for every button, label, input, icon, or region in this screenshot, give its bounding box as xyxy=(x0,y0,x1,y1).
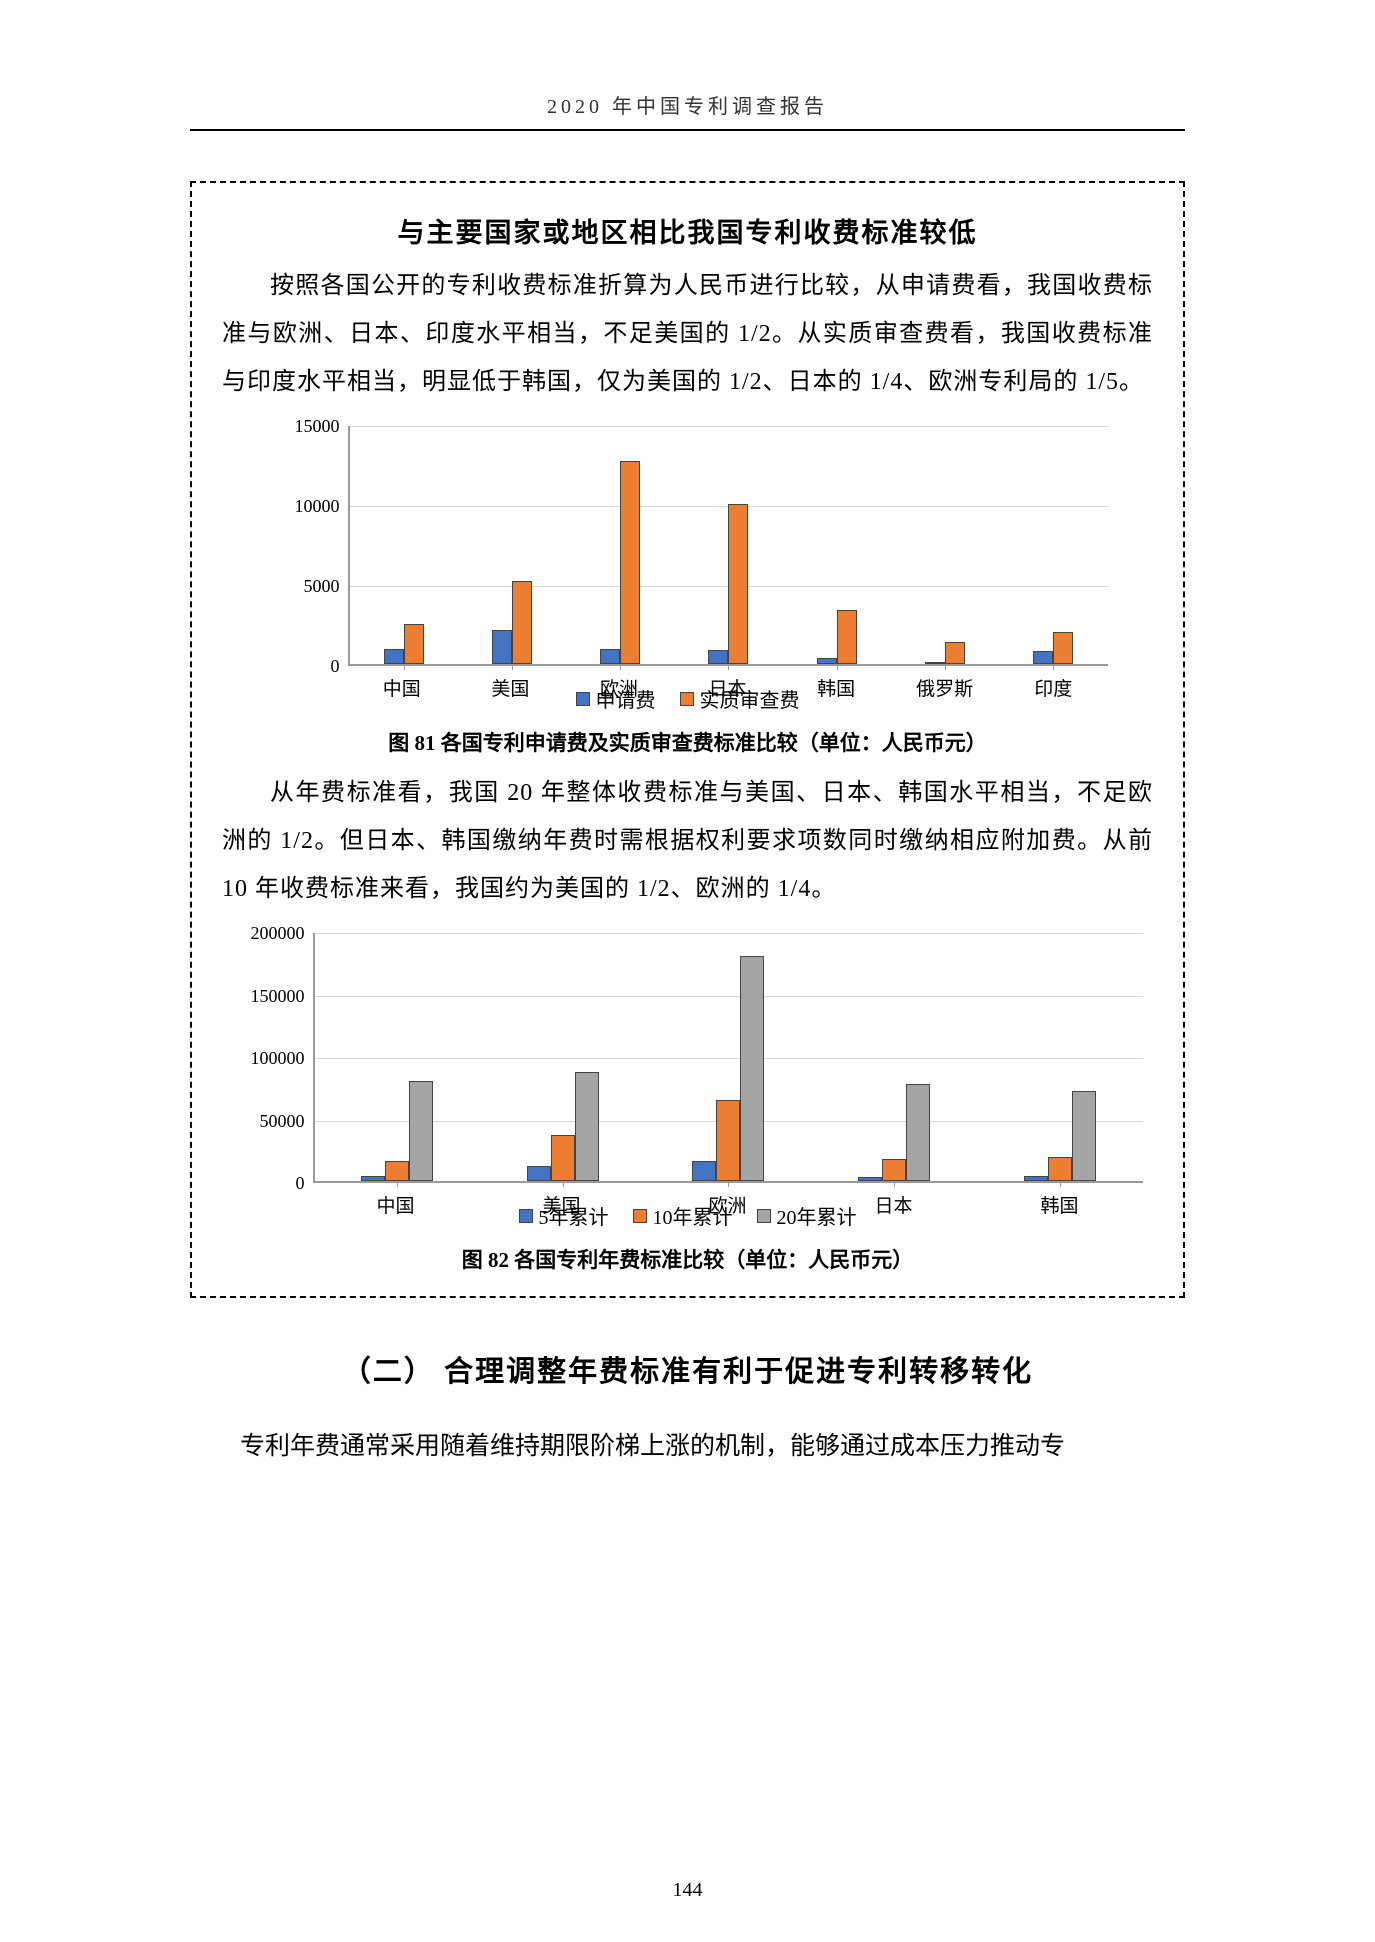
body-para: 专利年费通常采用随着维持期限阶梯上涨的机制，能够通过成本压力推动专 xyxy=(190,1422,1185,1472)
bar-group xyxy=(646,933,812,1181)
x-tick-label: 印度 xyxy=(999,674,1108,701)
x-tick xyxy=(728,664,729,670)
running-head: 2020 年中国专利调查报告 xyxy=(190,90,1185,119)
x-axis: 中国美国欧洲日本韩国俄罗斯印度 xyxy=(348,674,1108,701)
bar-group xyxy=(350,426,458,664)
bar xyxy=(925,662,945,664)
chart-fees: 150001000050000中国美国欧洲日本韩国俄罗斯印度申请费实质审查费 xyxy=(222,426,1153,713)
bar xyxy=(817,658,837,664)
bar xyxy=(600,649,620,664)
bar-groups xyxy=(315,933,1143,1181)
bar xyxy=(1053,632,1073,664)
bar xyxy=(361,1176,385,1181)
x-tick-label: 俄罗斯 xyxy=(890,674,999,701)
y-tick-label: 200000 xyxy=(251,924,305,942)
x-tick xyxy=(1060,1181,1061,1187)
bar-groups xyxy=(350,426,1108,664)
y-tick-label: 10000 xyxy=(295,497,340,515)
bar xyxy=(1024,1176,1048,1181)
plot-area xyxy=(348,426,1108,666)
y-tick-label: 50000 xyxy=(260,1112,305,1130)
section-heading: （二） 合理调整年费标准有利于促进专利转移转化 xyxy=(190,1348,1185,1390)
y-tick-label: 150000 xyxy=(251,987,305,1005)
bar-group xyxy=(783,426,891,664)
bar-group xyxy=(315,933,481,1181)
x-tick xyxy=(728,1181,729,1187)
x-tick-label: 欧洲 xyxy=(565,674,674,701)
y-tick-label: 15000 xyxy=(295,417,340,435)
x-tick xyxy=(894,1181,895,1187)
y-tick-label: 0 xyxy=(296,1174,305,1192)
y-axis: 150001000050000 xyxy=(268,426,348,666)
bar xyxy=(384,649,404,664)
x-tick xyxy=(837,664,838,670)
bar-group xyxy=(891,426,999,664)
x-tick-label: 日本 xyxy=(673,674,782,701)
x-tick-label: 韩国 xyxy=(977,1191,1143,1218)
bar xyxy=(858,1177,882,1181)
bar-group xyxy=(458,426,566,664)
x-tick xyxy=(404,664,405,670)
bar xyxy=(882,1159,906,1182)
head-rule xyxy=(190,129,1185,131)
x-tick-label: 美国 xyxy=(456,674,565,701)
x-tick xyxy=(1053,664,1054,670)
bar xyxy=(620,461,640,664)
box-title: 与主要国家或地区相比我国专利收费标准较低 xyxy=(222,211,1153,250)
bar xyxy=(945,642,965,664)
x-tick xyxy=(512,664,513,670)
x-tick xyxy=(397,1181,398,1187)
bar-group xyxy=(480,933,646,1181)
y-tick-label: 100000 xyxy=(251,1049,305,1067)
x-axis: 中国美国欧洲日本韩国 xyxy=(313,1191,1143,1218)
x-tick xyxy=(620,664,621,670)
y-axis: 200000150000100000500000 xyxy=(233,933,313,1183)
x-tick xyxy=(563,1181,564,1187)
bar xyxy=(708,650,728,664)
bar xyxy=(1033,651,1053,664)
bar-group xyxy=(977,933,1143,1181)
y-tick-label: 0 xyxy=(331,657,340,675)
y-tick-label: 5000 xyxy=(304,577,340,595)
page: 2020 年中国专利调查报告 与主要国家或地区相比我国专利收费标准较低 按照各国… xyxy=(0,0,1375,1942)
bar xyxy=(692,1161,716,1181)
bar xyxy=(728,504,748,664)
bar xyxy=(551,1135,575,1181)
x-tick-label: 韩国 xyxy=(782,674,891,701)
bar xyxy=(492,630,512,664)
x-tick-label: 欧洲 xyxy=(645,1191,811,1218)
bar-group xyxy=(811,933,977,1181)
callout-box: 与主要国家或地区相比我国专利收费标准较低 按照各国公开的专利收费标准折算为人民币… xyxy=(190,181,1185,1298)
box-para-1: 按照各国公开的专利收费标准折算为人民币进行比较，从申请费看，我国收费标准与欧洲、… xyxy=(222,262,1153,406)
bar xyxy=(1048,1157,1072,1181)
chart-annual-fees-caption: 图 82 各国专利年费标准比较（单位：人民币元） xyxy=(222,1244,1153,1274)
bar xyxy=(740,956,764,1181)
box-para-2: 从年费标准看，我国 20 年整体收费标准与美国、日本、韩国水平相当，不足欧洲的 … xyxy=(222,769,1153,913)
bar-group xyxy=(566,426,674,664)
bar xyxy=(385,1161,409,1181)
x-tick xyxy=(945,664,946,670)
bar xyxy=(906,1084,930,1182)
bar xyxy=(837,610,857,664)
plot-area xyxy=(313,933,1143,1183)
x-tick-label: 日本 xyxy=(811,1191,977,1218)
x-tick-label: 美国 xyxy=(479,1191,645,1218)
bar xyxy=(404,624,424,664)
bar xyxy=(409,1081,433,1181)
bar-group xyxy=(999,426,1107,664)
bar xyxy=(575,1072,599,1181)
x-tick-label: 中国 xyxy=(348,674,457,701)
bar-group xyxy=(674,426,782,664)
chart-annual-fees: 200000150000100000500000中国美国欧洲日本韩国5年累计10… xyxy=(222,933,1153,1230)
chart-fees-caption: 图 81 各国专利申请费及实质审查费标准比较（单位：人民币元） xyxy=(222,727,1153,757)
bar xyxy=(512,581,532,664)
x-tick-label: 中国 xyxy=(313,1191,479,1218)
bar xyxy=(716,1100,740,1181)
bar xyxy=(1072,1091,1096,1181)
bar xyxy=(527,1166,551,1181)
page-number: 144 xyxy=(0,1879,1375,1902)
